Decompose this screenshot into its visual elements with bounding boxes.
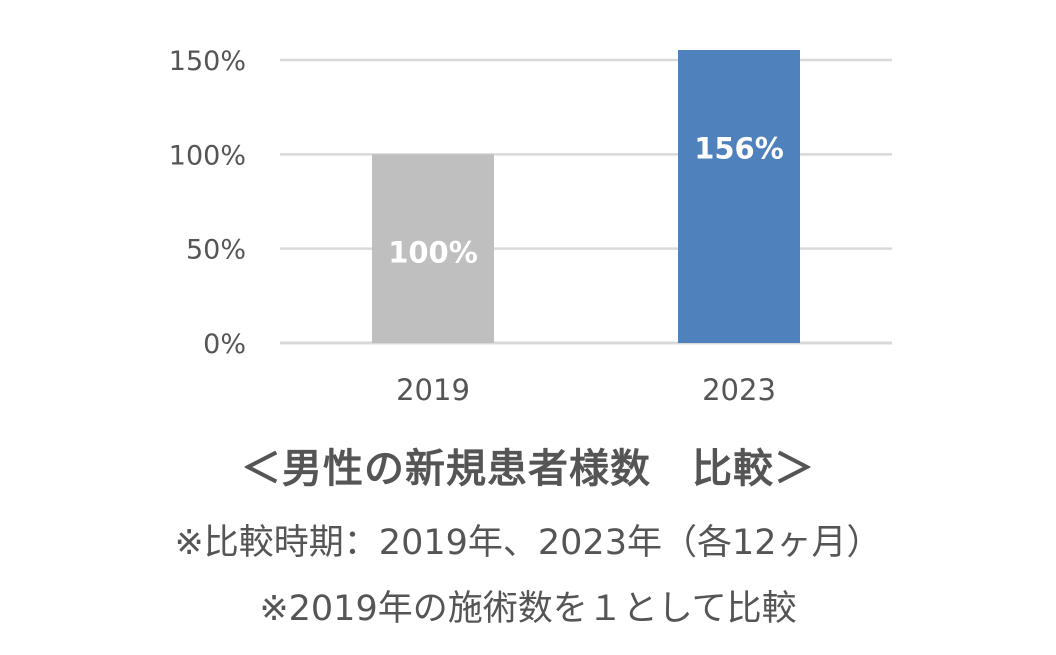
bar-2019 [372, 154, 494, 343]
y-tick-label: 50% [186, 235, 246, 266]
x-tick-label-2023: 2023 [702, 373, 776, 407]
y-tick-label: 0% [203, 329, 246, 360]
gridlines [280, 58, 892, 345]
y-tick-label: 150% [169, 46, 246, 77]
baseline-note: ※2019年の施術数を１として比較 [259, 589, 797, 629]
bar-2023 [678, 50, 800, 343]
data-label-2023: 156% [694, 132, 784, 166]
y-tick-label: 100% [169, 140, 246, 171]
x-axis: 2019 2023 [396, 373, 776, 407]
x-tick-label-2019: 2019 [396, 373, 470, 407]
bar-chart: 0% 50% 100% 150% 100% 156% 2019 2023 [169, 46, 892, 407]
data-labels: 100% 156% [388, 132, 784, 270]
y-axis: 0% 50% 100% 150% [169, 46, 246, 360]
comparison-period-note: ※比較時期：2019年、2023年（各12ヶ月） [174, 523, 882, 563]
bars [372, 50, 800, 343]
data-label-2019: 100% [388, 235, 478, 269]
chart-title: ＜男性の新規患者様数 比較＞ [241, 446, 815, 492]
